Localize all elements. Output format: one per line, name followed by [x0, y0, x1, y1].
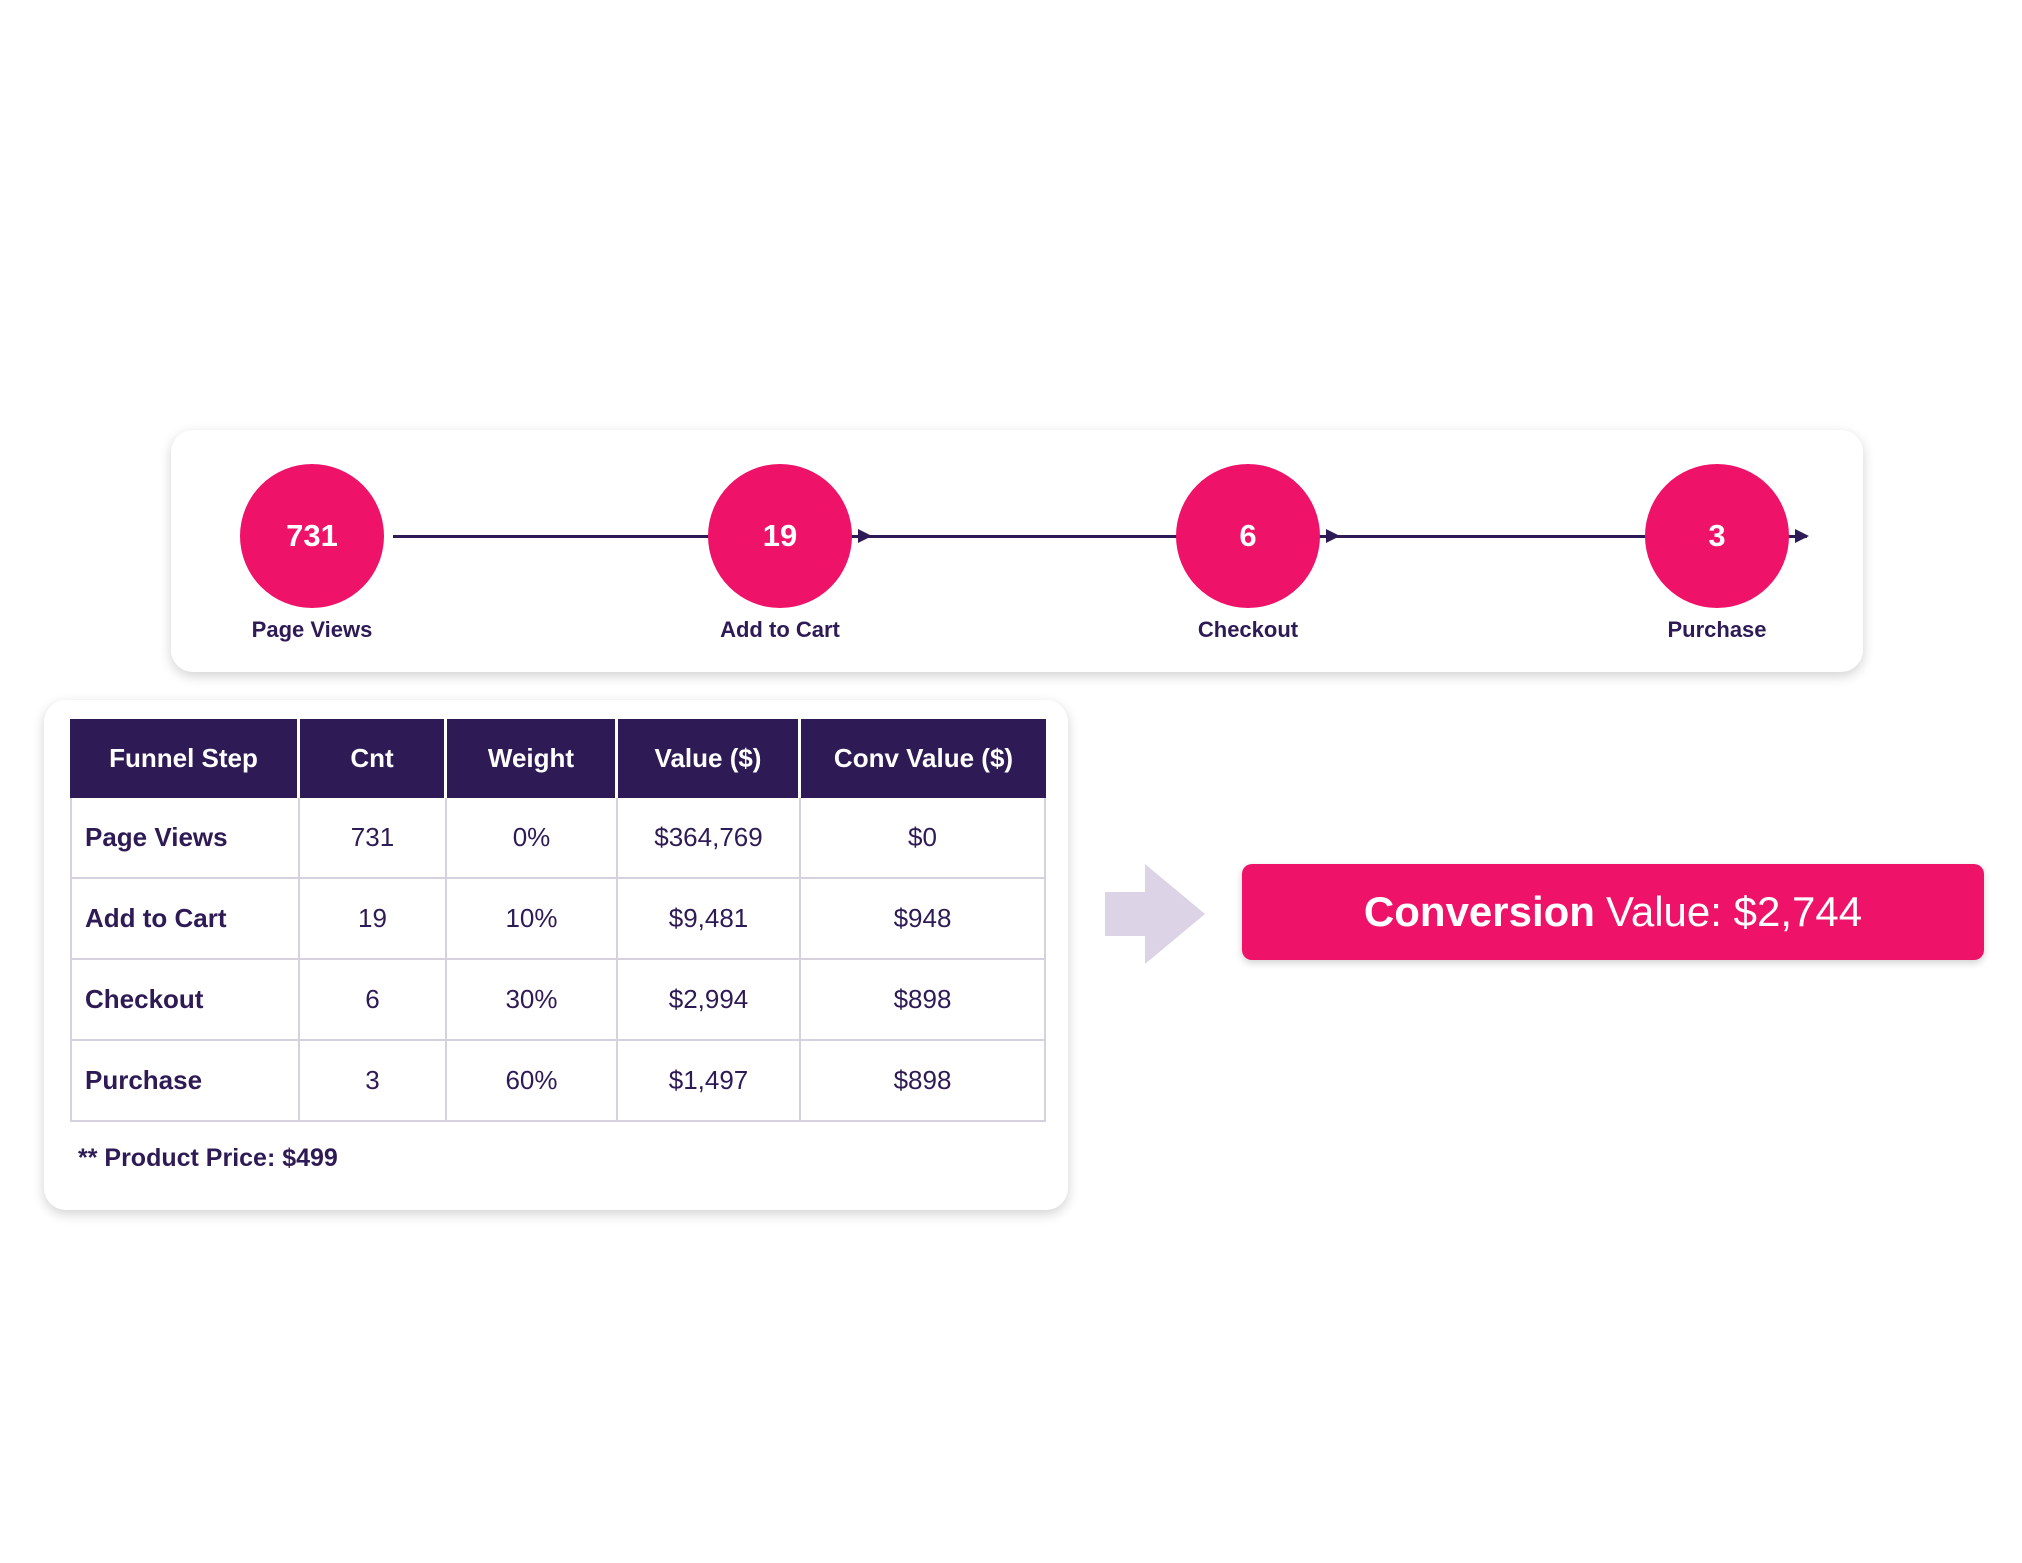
cell-funnel-step: Checkout — [70, 960, 300, 1041]
block-arrow-right-icon — [1105, 864, 1205, 964]
step-count-circle: 19 — [708, 464, 852, 608]
cell-funnel-step: Add to Cart — [70, 879, 300, 960]
funnel-table-card: Funnel Step Cnt Weight Value ($) Conv Va… — [44, 700, 1068, 1210]
step-label: Purchase — [1667, 617, 1767, 642]
conversion-value-banner: Conversion Value: $2,744 — [1242, 864, 1984, 960]
funnel-step-checkout: 6 Checkout — [1138, 464, 1358, 643]
cell-cnt: 3 — [300, 1041, 447, 1122]
cell-value: $2,994 — [618, 960, 801, 1041]
arrow-right-icon — [1330, 529, 1809, 543]
funnel-step-purchase: 3 Purchase — [1607, 464, 1827, 643]
cell-value: $1,497 — [618, 1041, 801, 1122]
funnel-step-add-to-cart: 19 Add to Cart — [670, 464, 890, 643]
cell-conv-value: $948 — [801, 879, 1046, 960]
funnel-table: Funnel Step Cnt Weight Value ($) Conv Va… — [70, 719, 1046, 1122]
header-conv-value: Conv Value ($) — [801, 719, 1046, 798]
funnel-step-page-views: 731 Page Views — [202, 464, 422, 643]
cell-conv-value: $0 — [801, 798, 1046, 879]
cell-value: $9,481 — [618, 879, 801, 960]
cell-cnt: 731 — [300, 798, 447, 879]
product-price-footnote: ** Product Price: $499 — [78, 1144, 338, 1172]
cell-weight: 30% — [447, 960, 618, 1041]
header-funnel-step: Funnel Step — [70, 719, 300, 798]
header-weight: Weight — [447, 719, 618, 798]
step-label: Page Views — [251, 617, 373, 642]
cell-cnt: 6 — [300, 960, 447, 1041]
table-row: Checkout 6 30% $2,994 $898 — [70, 960, 1046, 1041]
header-cnt: Cnt — [300, 719, 447, 798]
cell-value: $364,769 — [618, 798, 801, 879]
table-row: Purchase 3 60% $1,497 $898 — [70, 1041, 1046, 1122]
step-count-circle: 731 — [240, 464, 384, 608]
table-header-row: Funnel Step Cnt Weight Value ($) Conv Va… — [70, 719, 1046, 798]
conversion-label: Conversion — [1363, 888, 1595, 935]
step-count-circle: 3 — [1645, 464, 1789, 608]
table-row: Add to Cart 19 10% $9,481 $948 — [70, 879, 1046, 960]
cell-weight: 60% — [447, 1041, 618, 1122]
cell-weight: 10% — [447, 879, 618, 960]
step-label: Add to Cart — [720, 617, 840, 642]
funnel-steps-card: 731 Page Views 19 Add to Cart 6 Checkout… — [171, 430, 1863, 672]
cell-cnt: 19 — [300, 879, 447, 960]
header-value: Value ($) — [618, 719, 801, 798]
cell-conv-value: $898 — [801, 960, 1046, 1041]
cell-conv-value: $898 — [801, 1041, 1046, 1122]
cell-weight: 0% — [447, 798, 618, 879]
cell-funnel-step: Purchase — [70, 1041, 300, 1122]
step-label: Checkout — [1197, 617, 1299, 642]
step-count-circle: 6 — [1176, 464, 1320, 608]
cell-funnel-step: Page Views — [70, 798, 300, 879]
conversion-value: Value: $2,744 — [1605, 888, 1863, 935]
table-row: Page Views 731 0% $364,769 $0 — [70, 798, 1046, 879]
